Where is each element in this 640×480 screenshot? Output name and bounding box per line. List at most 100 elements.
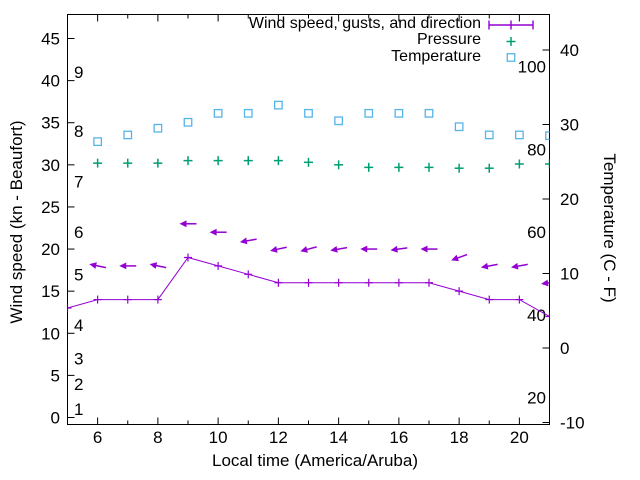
gust-arrow-tail — [546, 280, 550, 284]
temperature-marker — [273, 100, 283, 110]
gust-arrow-head — [330, 245, 338, 253]
gust-arrow-head — [119, 262, 127, 270]
y-left-tick-label: 40 — [41, 72, 60, 91]
gust-arrow-tail — [486, 263, 498, 268]
beaufort-label: 7 — [74, 173, 83, 192]
legend-label-wind: Wind speed, gusts, and direction — [248, 15, 481, 32]
gust-arrow — [270, 246, 287, 253]
y-left-tick-label: 0 — [51, 409, 60, 428]
axis-ticks — [67, 14, 550, 425]
y-right-tick-label: 20 — [560, 190, 579, 209]
x-tick-label: 8 — [153, 428, 162, 447]
temperature-marker — [304, 108, 313, 118]
x-tick-label: 18 — [450, 428, 469, 447]
gust-arrow-head — [209, 228, 217, 236]
gust-arrow-tail — [155, 264, 167, 269]
gust-arrow — [360, 245, 378, 253]
y-right-tick-label: 10 — [560, 265, 579, 284]
gust-arrow-head — [480, 262, 489, 270]
gust-arrow — [511, 262, 528, 270]
temperature-marker — [545, 131, 550, 141]
beaufort-label: 8 — [74, 122, 83, 141]
pressure-series — [93, 156, 550, 173]
temperature-marker — [454, 122, 464, 132]
gust-arrow-tail — [456, 253, 468, 260]
temperature-marker — [424, 108, 434, 118]
gust-arrow-head — [89, 262, 97, 269]
beaufort-label: 3 — [74, 350, 83, 369]
temperature-marker — [334, 116, 344, 126]
x-tick-label: 16 — [389, 428, 408, 447]
temperature-marker — [123, 130, 133, 140]
gust-arrow-head — [511, 262, 519, 270]
beaufort-label: 9 — [74, 63, 83, 82]
x-tick-label: 20 — [510, 428, 529, 447]
temperature-marker — [93, 137, 103, 147]
beaufort-label: 1 — [74, 400, 83, 419]
temperature-marker — [484, 130, 494, 140]
wind-speed-line — [67, 256, 550, 317]
gust-arrow-tail — [396, 247, 408, 251]
x-axis-label: Local time (America/Aruba) — [212, 451, 418, 470]
temperature-marker — [183, 117, 193, 127]
y-left-tick-label: 5 — [51, 366, 60, 385]
y-left-tick-label: 20 — [41, 240, 60, 259]
gust-arrow-head — [149, 262, 158, 269]
temperature-marker — [364, 108, 374, 118]
plot-border — [67, 14, 550, 425]
fahrenheit-label: 20 — [527, 389, 546, 408]
y-left-tick-label: 35 — [41, 114, 60, 133]
gust-arrow — [179, 220, 197, 228]
x-tick-label: 14 — [329, 428, 348, 447]
gust-arrow — [149, 262, 167, 269]
gust-arrow — [480, 262, 498, 270]
y-left-tick-label: 30 — [41, 156, 60, 175]
gust-arrow — [239, 237, 257, 245]
gust-arrow — [300, 246, 317, 253]
gust-arrow — [330, 245, 348, 253]
gust-arrow-head — [451, 254, 459, 262]
beaufort-label: 5 — [74, 265, 83, 284]
temperature-marker — [213, 108, 223, 118]
gust-arrow-head — [541, 279, 549, 287]
temperature-marker — [153, 123, 163, 133]
fahrenheit-label: 80 — [527, 140, 546, 159]
y-axis-label-right: Temperature (C - F) — [600, 153, 619, 303]
y-axis-label-left: Wind speed (kn - Beaufort) — [7, 120, 26, 324]
temperature-marker — [514, 130, 524, 140]
y-right-tick-label: -10 — [560, 414, 585, 433]
y-left-tick-label: 10 — [41, 324, 60, 343]
gust-arrow-head — [239, 237, 248, 245]
legend-sample-temperature — [506, 53, 516, 62]
y-left-tick-label: 15 — [41, 282, 60, 301]
x-tick-label: 12 — [269, 428, 288, 447]
gust-arrow — [119, 262, 137, 270]
y-left-tick-label: 45 — [41, 30, 60, 49]
y-left-tick-label: 25 — [41, 198, 60, 217]
gust-arrow-tail — [245, 238, 257, 242]
gust-arrow-head — [390, 245, 398, 253]
beaufort-label: 4 — [74, 316, 83, 335]
temperature-marker — [394, 108, 404, 118]
wind-speed-series — [67, 253, 550, 321]
gust-arrow-tail — [336, 246, 348, 251]
gust-arrow — [89, 262, 107, 269]
gust-arrow-head — [270, 246, 278, 253]
gust-arrow — [390, 245, 408, 253]
gust-arrow-head — [420, 245, 428, 253]
x-tick-label: 10 — [209, 428, 228, 447]
gust-arrow — [541, 279, 550, 287]
gust-arrow-tail — [95, 264, 107, 269]
y-right-tick-label: 40 — [560, 41, 579, 60]
fahrenheit-label: 60 — [527, 223, 546, 242]
legend-label-pressure: Pressure — [416, 31, 481, 49]
legend: Wind speed, gusts, and direction Pressur… — [248, 15, 481, 65]
y-right-tick-label: 0 — [560, 339, 569, 358]
gusts-series — [89, 220, 550, 287]
beaufort-label: 2 — [74, 375, 83, 394]
gust-arrow-head — [300, 246, 308, 253]
temperature-marker — [243, 108, 253, 118]
legend-label-temperature: Temperature — [391, 47, 481, 65]
